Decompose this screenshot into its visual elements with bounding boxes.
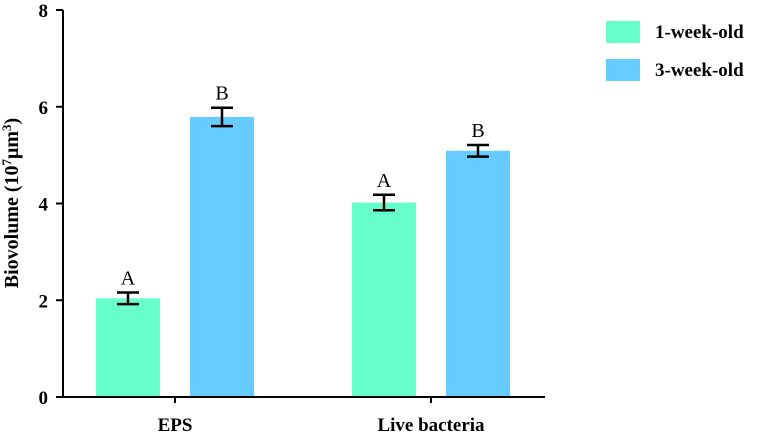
x-tick-label: Live bacteria <box>377 415 485 434</box>
legend-label-2: 3-week-old <box>655 60 744 81</box>
y-axis-label: Biovolume (107μm3) <box>0 118 23 288</box>
y-axis-label-sup2: 3 <box>0 124 14 131</box>
y-axis-label-end: ) <box>1 118 23 125</box>
y-tick-label: 4 <box>39 195 49 216</box>
significance-letter: B <box>471 120 484 142</box>
axes-layer: EPS Live bacteria 0 2 4 6 8 <box>39 1 545 434</box>
y-axis-label-main: Biovolume (10 <box>1 165 23 288</box>
bar-1-1 <box>96 298 160 397</box>
legend-label-1: 1-week-old <box>655 22 744 43</box>
x-tick-label: EPS <box>158 415 193 434</box>
legend: 1-week-old 3-week-old <box>606 21 744 81</box>
significance-letter: A <box>377 170 392 192</box>
error-bars-layer <box>117 106 489 306</box>
significance-letters-layer: A B A B <box>121 83 485 290</box>
legend-swatch-2 <box>606 59 640 81</box>
y-tick-label: 2 <box>39 291 49 312</box>
bars-layer <box>96 116 510 397</box>
significance-letter: A <box>121 268 136 290</box>
bar-2-1 <box>190 116 254 397</box>
y-tick-label: 6 <box>39 98 49 119</box>
bar-2-2 <box>446 150 510 397</box>
legend-swatch-1 <box>606 21 640 43</box>
y-tick-label: 0 <box>39 388 49 409</box>
y-axis-label-unit: μm <box>1 131 23 159</box>
y-axis-label-sup1: 7 <box>0 158 14 165</box>
significance-letter: B <box>215 83 228 105</box>
bar-1-2 <box>352 202 416 397</box>
y-tick-label: 8 <box>39 1 49 22</box>
